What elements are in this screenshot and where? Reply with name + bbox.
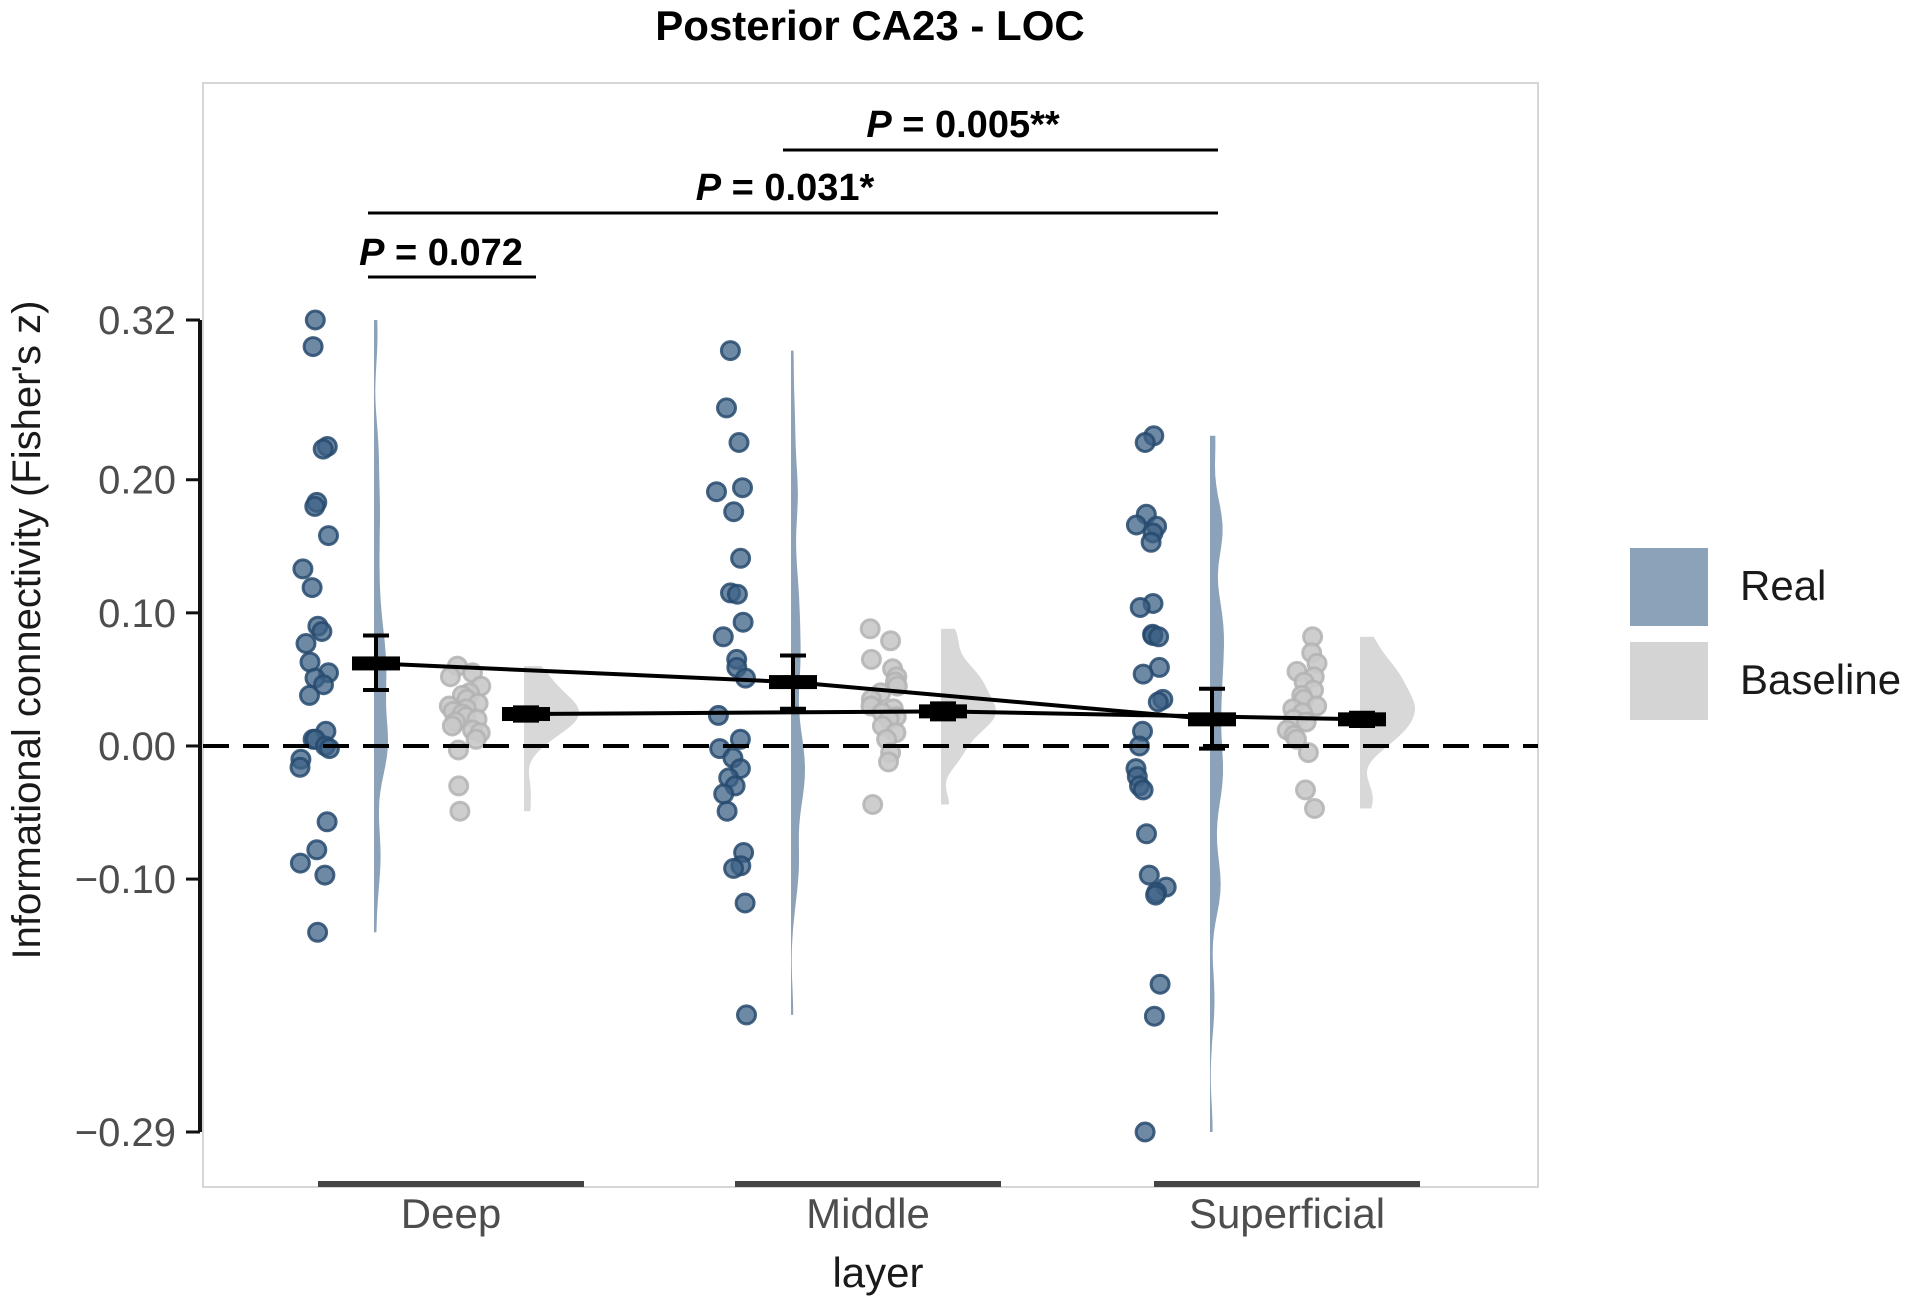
point-real-middle: [734, 892, 756, 914]
legend: Real Baseline: [1630, 548, 1901, 720]
point-real-middle: [732, 611, 754, 633]
significance-label: P = 0.005**: [866, 104, 1060, 146]
legend-swatch-baseline: [1630, 642, 1708, 720]
point-baseline-deep: [447, 739, 469, 761]
violin-real-superficial: [1210, 435, 1224, 1132]
point-real-deep: [289, 852, 311, 874]
point-real-superficial: [1140, 531, 1162, 553]
point-real-superficial: [1134, 432, 1156, 453]
y-tick-label: 0.00: [98, 725, 176, 769]
point-baseline-superficial: [1286, 728, 1307, 750]
violin-baseline-deep: [524, 666, 579, 812]
chart-title: Posterior CA23 - LOC: [655, 2, 1084, 49]
mean-marker-baseline-middle: [919, 704, 967, 719]
axes-layer: 0.32 0.20 0.10 0.00 −0.10 −0.29 Deep Middle Supe…: [75, 299, 1420, 1237]
mean-marker-baseline-superficial: [1338, 712, 1386, 727]
legend-label-real: Real: [1740, 562, 1826, 609]
point-baseline-superficial: [1295, 779, 1316, 801]
point-real-superficial: [1143, 1005, 1165, 1027]
mean-ci-layer: [352, 633, 1386, 751]
point-real-deep: [307, 921, 329, 943]
point-real-middle: [726, 583, 748, 605]
point-real-middle: [730, 547, 752, 569]
point-real-deep: [312, 438, 334, 460]
point-real-superficial: [1147, 691, 1169, 713]
point-real-middle: [707, 704, 729, 726]
point-real-superficial: [1145, 884, 1167, 906]
x-axis-label: layer: [832, 1249, 923, 1296]
point-real-deep: [302, 336, 324, 358]
point-real-middle: [712, 626, 734, 648]
point-real-deep: [292, 558, 314, 580]
mean-marker-baseline-deep: [502, 707, 550, 722]
significance-layer: P = 0.072 P = 0.031* P = 0.005**: [359, 104, 1218, 279]
violin-baseline-superficial: [1360, 636, 1415, 809]
violin-baseline-middle: [941, 628, 996, 805]
point-baseline-deep: [465, 728, 487, 750]
x-tick-label: Middle: [806, 1190, 930, 1237]
y-tick-label: 0.10: [98, 592, 176, 636]
point-real-deep: [306, 839, 328, 861]
y-tick-label: −0.10: [75, 858, 176, 902]
point-baseline-deep: [439, 666, 461, 688]
point-real-middle: [728, 432, 750, 453]
point-real-superficial: [1134, 1121, 1156, 1143]
y-tick-label: 0.20: [98, 459, 176, 503]
point-baseline-middle: [878, 751, 899, 773]
x-tick-label: Superficial: [1189, 1190, 1385, 1237]
x-tick-label: Deep: [401, 1190, 501, 1237]
point-real-superficial: [1125, 514, 1147, 536]
point-real-middle: [732, 477, 753, 499]
point-baseline-middle: [860, 648, 882, 670]
point-real-deep: [318, 738, 340, 760]
violin-real-deep: [374, 320, 388, 933]
point-real-deep: [318, 525, 339, 547]
legend-swatch-real: [1630, 548, 1708, 626]
point-real-deep: [289, 756, 311, 778]
point-real-deep: [311, 621, 333, 642]
point-real-deep: [313, 674, 334, 696]
point-baseline-middle: [880, 630, 902, 652]
point-real-middle: [723, 501, 745, 523]
y-tick-label: −0.29: [75, 1111, 176, 1155]
point-real-middle: [736, 1004, 757, 1026]
point-real-superficial: [1132, 663, 1154, 685]
point-real-middle: [719, 340, 741, 362]
y-axis-label: Informational connectivity (Fisher's z): [5, 301, 49, 960]
significance-label: P = 0.072: [359, 232, 523, 274]
mean-marker-real-middle: [769, 675, 817, 690]
point-real-superficial: [1136, 823, 1157, 845]
point-real-middle: [716, 800, 738, 822]
point-real-middle: [723, 857, 745, 879]
point-real-deep: [314, 864, 336, 886]
point-baseline-middle: [859, 618, 881, 640]
point-real-middle: [713, 783, 735, 805]
significance-label: P = 0.031*: [696, 167, 875, 209]
point-baseline-deep: [448, 775, 470, 797]
point-real-superficial: [1132, 779, 1154, 801]
point-real-deep: [301, 577, 323, 599]
legend-label-baseline: Baseline: [1740, 656, 1901, 703]
y-tick-label: 0.32: [98, 299, 176, 343]
point-real-middle: [716, 397, 737, 419]
point-real-middle: [729, 728, 751, 750]
point-baseline-superficial: [1304, 798, 1325, 819]
point-baseline-middle: [862, 794, 884, 815]
mean-marker-real-deep: [352, 656, 400, 671]
point-real-superficial: [1149, 973, 1171, 995]
point-real-deep: [316, 811, 338, 833]
point-real-superficial: [1138, 864, 1160, 886]
point-baseline-deep: [449, 800, 471, 822]
point-real-superficial: [1129, 597, 1151, 618]
point-real-deep: [304, 495, 326, 517]
point-real-deep: [304, 309, 326, 331]
point-real-deep: [295, 633, 317, 654]
point-real-middle: [706, 481, 727, 503]
point-real-superficial: [1148, 626, 1170, 648]
point-real-deep: [299, 684, 320, 706]
point-baseline-superficial: [1297, 742, 1319, 764]
mean-marker-real-superficial: [1188, 712, 1236, 727]
point-baseline-deep: [441, 715, 463, 737]
